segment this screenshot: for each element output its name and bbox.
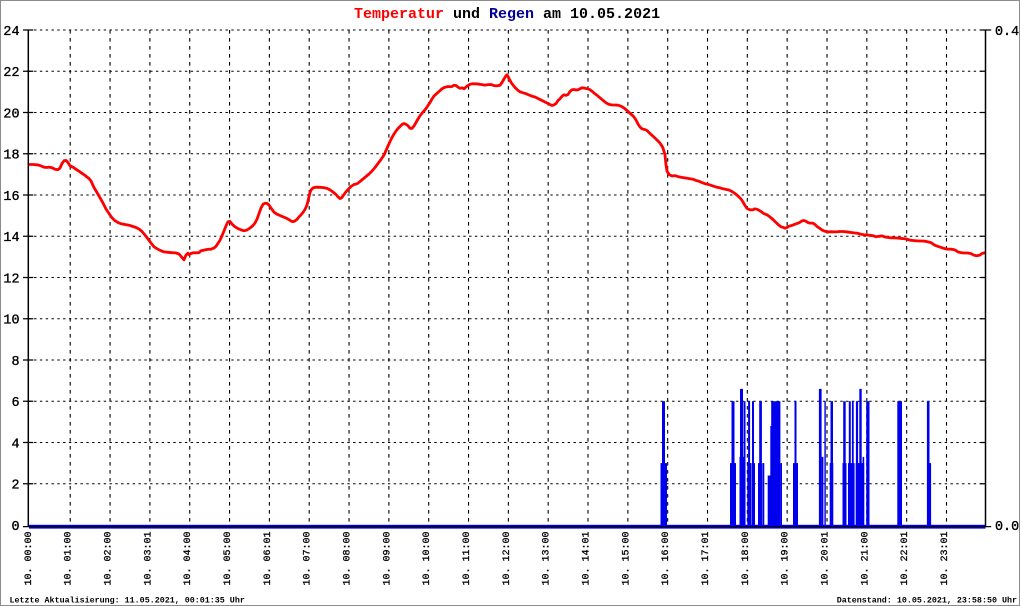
svg-text:0.0: 0.0 [995, 520, 1019, 535]
svg-text:6: 6 [11, 396, 19, 411]
svg-text:10. 16:00: 10. 16:00 [661, 532, 672, 586]
svg-text:10. 17:01: 10. 17:01 [701, 532, 712, 586]
svg-text:20: 20 [3, 107, 19, 122]
svg-text:10. 15:00: 10. 15:00 [621, 532, 632, 586]
svg-text:10. 09:00: 10. 09:00 [382, 532, 393, 586]
svg-text:Temperatur und Regen am 10.05.: Temperatur und Regen am 10.05.2021 [354, 6, 660, 23]
svg-text:10. 13:00: 10. 13:00 [542, 532, 553, 586]
svg-text:10: 10 [3, 314, 19, 329]
svg-text:10. 08:00: 10. 08:00 [343, 532, 354, 586]
svg-text:14: 14 [3, 231, 19, 246]
svg-text:10. 22:01: 10. 22:01 [900, 532, 911, 586]
svg-text:2: 2 [11, 479, 19, 494]
svg-text:22: 22 [3, 66, 19, 81]
svg-text:Datenstand: 10.05.2021, 23:58:: Datenstand: 10.05.2021, 23:58:50 Uhr [837, 595, 1017, 605]
svg-text:10. 00:00: 10. 00:00 [24, 532, 35, 586]
svg-text:0.4: 0.4 [995, 25, 1019, 40]
svg-text:10. 14:01: 10. 14:01 [582, 532, 593, 586]
svg-text:4: 4 [11, 437, 19, 452]
svg-text:8: 8 [11, 355, 19, 370]
svg-text:10. 10:00: 10. 10:00 [422, 532, 433, 586]
svg-text:10. 23:01: 10. 23:01 [940, 532, 951, 586]
svg-text:10. 01:00: 10. 01:00 [64, 532, 75, 586]
svg-text:24: 24 [3, 25, 19, 40]
svg-text:10. 07:00: 10. 07:00 [303, 532, 314, 586]
svg-text:10. 12:00: 10. 12:00 [502, 532, 513, 586]
svg-text:10. 18:00: 10. 18:00 [741, 532, 752, 586]
svg-text:16: 16 [3, 190, 19, 205]
svg-text:10. 20:01: 10. 20:01 [821, 532, 832, 586]
svg-text:10. 02:00: 10. 02:00 [104, 532, 115, 586]
svg-text:10. 19:00: 10. 19:00 [781, 532, 792, 586]
svg-text:10. 03:01: 10. 03:01 [143, 532, 154, 586]
svg-text:10. 21:00: 10. 21:00 [860, 532, 871, 586]
svg-text:Letzte Aktualisierung: 11.05.2: Letzte Aktualisierung: 11.05.2021, 00:01… [10, 595, 245, 605]
svg-text:0: 0 [11, 520, 19, 535]
svg-text:18: 18 [3, 149, 19, 164]
svg-text:10. 04:00: 10. 04:00 [183, 532, 194, 586]
svg-text:10. 05:00: 10. 05:00 [223, 532, 234, 586]
svg-text:12: 12 [3, 272, 19, 287]
svg-text:10. 11:00: 10. 11:00 [462, 532, 473, 586]
svg-text:10. 06:01: 10. 06:01 [263, 532, 274, 586]
